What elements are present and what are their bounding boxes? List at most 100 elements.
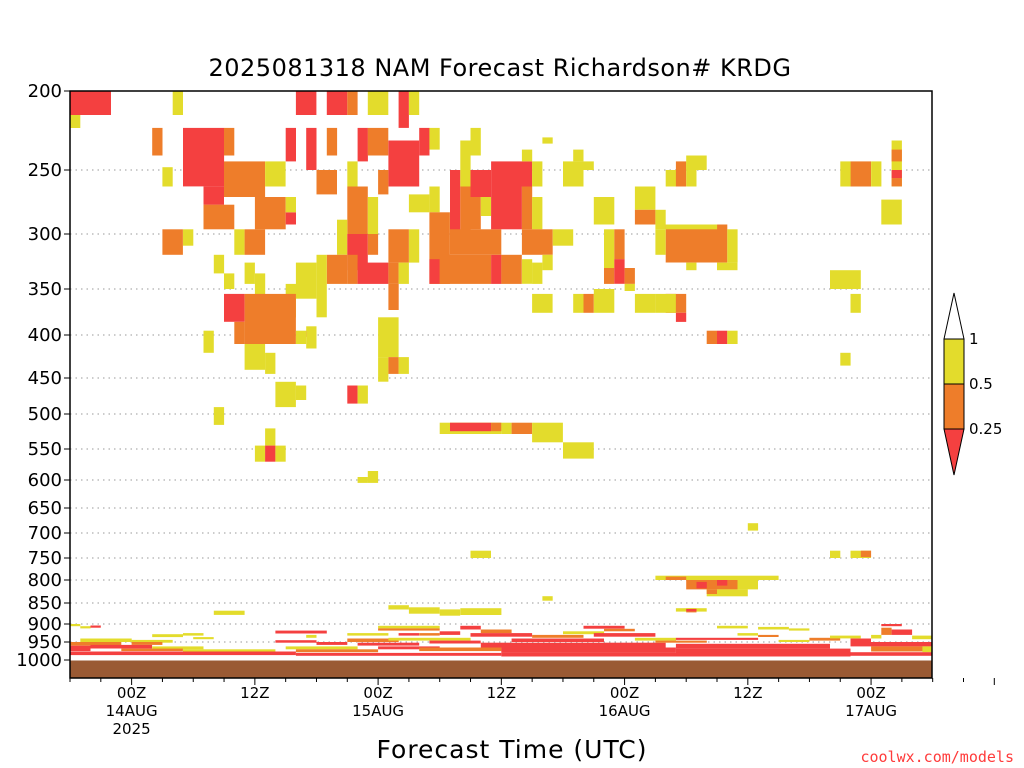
ri-cell <box>183 649 276 652</box>
x-tick-label: 15AUG <box>352 702 404 720</box>
ri-cell <box>593 633 656 637</box>
ri-cell <box>419 633 440 636</box>
ri-cell <box>501 422 512 434</box>
ri-cell <box>850 638 871 642</box>
ri-cell <box>439 609 461 616</box>
y-tick-label: 300 <box>28 224 62 245</box>
y-tick-label: 200 <box>28 81 62 102</box>
ri-cell <box>295 330 307 344</box>
ri-cell <box>357 127 368 162</box>
ri-cell <box>634 293 656 313</box>
ri-cell <box>850 652 932 656</box>
ri-cell <box>675 637 759 640</box>
ri-cell <box>398 91 409 128</box>
ri-cell <box>891 178 902 187</box>
ri-cell <box>881 624 902 627</box>
ri-cell <box>860 550 872 558</box>
ri-cell <box>265 161 286 187</box>
ri-cell <box>378 317 399 358</box>
ri-cell <box>152 634 183 638</box>
ri-cell <box>460 608 502 615</box>
ri-cell <box>912 635 932 640</box>
x-tick-label: 2025 <box>113 720 151 738</box>
ri-cell <box>388 605 409 610</box>
y-tick-label: 800 <box>28 570 62 591</box>
ri-cell <box>275 640 317 643</box>
y-tick-label: 600 <box>28 470 62 491</box>
ground-fill <box>70 660 932 678</box>
ri-cell <box>326 127 338 156</box>
ri-cell <box>871 161 882 187</box>
ri-cell <box>388 229 409 263</box>
ri-cell <box>213 610 245 615</box>
ri-cell <box>285 212 296 225</box>
ri-cell <box>316 254 327 318</box>
ri-cell <box>634 209 656 225</box>
ri-cell <box>347 385 358 404</box>
ri-cell <box>244 293 296 344</box>
y-axis: 200 250 300 350 400 450 500 550 600 650 700 7508008… <box>16 81 70 671</box>
ri-cell <box>686 262 697 271</box>
ri-cell <box>532 634 584 638</box>
ri-cell <box>254 197 286 230</box>
ri-cell <box>70 624 81 627</box>
y-tick-label: 350 <box>28 279 62 300</box>
ri-cell <box>224 293 245 322</box>
ri-cell <box>542 254 553 271</box>
ri-cell <box>367 471 379 483</box>
ri-cell <box>470 633 533 637</box>
ri-cell <box>737 633 758 636</box>
ri-cell <box>593 197 615 225</box>
x-tick-label: 00Z <box>856 684 885 702</box>
y-tick-label: 950 <box>28 632 62 653</box>
ri-cell <box>295 652 502 656</box>
ri-cell <box>388 140 420 187</box>
ri-cell <box>573 149 584 162</box>
ri-cell <box>706 589 748 597</box>
ri-cell <box>193 637 214 640</box>
ri-cell <box>727 229 738 263</box>
ri-cell <box>634 186 656 210</box>
ri-cell <box>439 254 492 284</box>
ri-cell <box>563 442 594 459</box>
ri-cell <box>408 194 430 213</box>
x-tick-label: 16AUG <box>599 702 651 720</box>
ri-cell <box>419 647 502 652</box>
ri-cell <box>778 639 810 642</box>
ri-cell <box>501 652 851 657</box>
ri-cell <box>501 647 676 653</box>
chart-title: 2025081318 NAM Forecast Richardson# KRDG <box>209 54 792 82</box>
legend-swatch-above-1 <box>943 292 965 340</box>
ri-cell <box>850 550 871 558</box>
x-tick-label: 17AUG <box>845 702 897 720</box>
ri-cell <box>234 321 245 344</box>
ri-cell <box>203 330 214 353</box>
ri-cell <box>316 170 337 195</box>
ri-cell <box>244 344 266 370</box>
ri-cell <box>388 357 399 374</box>
credit-text: coolwx.com/models <box>860 748 1014 766</box>
ri-cell <box>675 643 830 649</box>
ri-cell <box>265 352 276 374</box>
ri-cell <box>295 649 379 653</box>
ri-cell <box>326 91 348 115</box>
ri-cell <box>881 199 902 225</box>
ri-cell <box>511 422 533 434</box>
ri-cell <box>871 646 923 652</box>
ri-cell <box>717 330 728 344</box>
ri-cell <box>429 127 440 150</box>
ri-cell <box>491 161 533 187</box>
ri-cell <box>830 270 861 289</box>
ri-cell <box>388 637 471 641</box>
ri-cell <box>162 167 173 187</box>
ri-cell <box>655 229 666 255</box>
ri-cell <box>234 229 245 255</box>
ri-cell <box>521 259 533 284</box>
ri-cell <box>183 633 204 636</box>
x-tick-label: 14AUG <box>106 702 158 720</box>
ri-cell <box>450 170 461 234</box>
ri-cell <box>891 629 913 635</box>
ri-cell <box>624 283 635 291</box>
ri-cell <box>521 186 533 230</box>
ri-cell <box>604 229 615 268</box>
